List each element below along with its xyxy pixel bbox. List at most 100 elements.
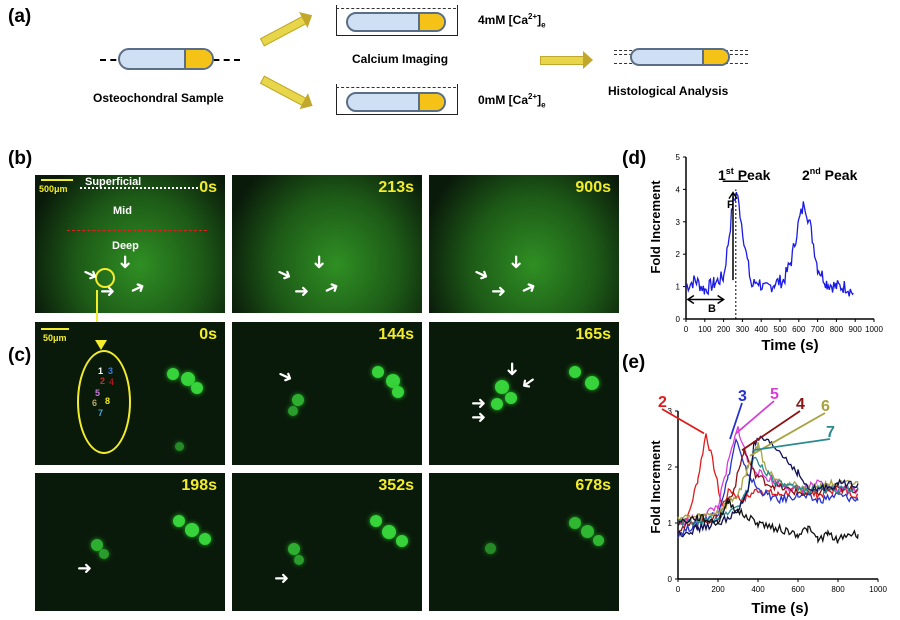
timestamp: 165s [575,326,611,343]
peak1-sup: st [726,166,734,176]
cond-high-sub: e [541,20,546,30]
condition-low-label: 0mM [Ca2+]e [478,92,546,109]
series-pointer-2 [661,408,705,435]
peak1-num: 1 [718,167,726,183]
x-tick-label: 200 [717,325,731,334]
y-tick-label: 0 [676,315,681,324]
cell [593,535,604,546]
cond-low-sub: e [541,100,546,110]
tissue-glow [232,175,422,313]
histological-analysis-label: Histological Analysis [608,84,729,98]
white-arrow: ➜ [309,254,330,270]
micrograph-c-0s: 50μm 1 2 3 4 5 6 7 8 0s [35,322,225,465]
y-tick-label: 2 [676,250,681,259]
cell [386,374,400,388]
condition-high-label: 4mM [Ca2+]e [478,12,546,29]
cell [167,368,179,380]
white-arrow: ➜ [274,363,297,389]
x-tick-label: 400 [751,585,765,594]
series-line [677,497,859,544]
cell [382,525,396,539]
x-tick-label: 0 [676,585,681,594]
cell [495,380,509,394]
cell [294,555,304,565]
cell [175,442,184,451]
B-arrowhead-left [686,294,695,305]
white-arrow: ➜ [77,558,93,578]
cell [392,386,404,398]
y-tick-label: 2 [668,463,673,472]
cell [372,366,384,378]
bath-low-well [336,84,458,115]
white-arrow: ➜ [294,281,310,301]
x-tick-label: 800 [831,585,845,594]
cell-number-7: 7 [98,408,104,418]
series-line [677,435,859,538]
x-tick-label: 200 [711,585,725,594]
cell-number-2: 2 [100,376,106,386]
x-tick-label: 800 [830,325,844,334]
micrograph-c-144s: ➜ 144s [232,322,422,465]
F-arrowhead [728,191,738,200]
peak2-num: 2 [802,167,810,183]
white-arrow: ➜ [506,254,527,270]
mid-deep-boundary [67,230,207,231]
cell-number-1: 1 [98,366,104,376]
bath-high-meniscus [336,8,456,9]
panel-label-b: (b) [8,148,33,169]
white-arrow: ➜ [491,281,507,301]
timestamp: 144s [378,326,414,343]
peak1-tail: Peak [734,167,771,183]
cell [99,549,109,559]
chart-d: 0 100 200 300 400 500 600 700 800 900 1000 0 1 2 3 4 5 T… [648,153,884,354]
cell [91,539,103,551]
chart-d-annotations: 1st Peak 2nd Peak F B [708,166,858,315]
x-tick-label: 400 [755,325,769,334]
cartilage-cap [184,50,212,68]
micrograph-c-165s: ➜ ➜ ➜ ➜ 165s [429,322,619,465]
annotation-F: F [727,199,734,211]
micrograph-c-198s: ➜ 198s [35,473,225,611]
histology-cap [702,50,728,64]
series-label-6: 6 [821,398,830,415]
timestamp: 213s [378,179,414,196]
zoom-ellipse [77,350,131,454]
series-line [685,191,854,297]
cell-number-6: 6 [92,398,98,408]
cell-number-8: 8 [105,396,111,406]
superficial-line [80,187,198,189]
cell [569,366,581,378]
cell [485,543,496,554]
y-tick-label: 1 [668,519,673,528]
zoom-connector [96,290,98,352]
chart-d-plot: 0 100 200 300 400 500 600 700 800 900 1000 0 1 2 3 4 5 [676,153,884,334]
cell [396,535,408,547]
peak2-sup: nd [810,166,821,176]
bath-low-sample [346,92,446,112]
cell [199,533,211,545]
x-tick-label: 1000 [865,325,883,334]
cell [288,543,300,555]
chart-e-ylabel: Fold Increment [648,440,663,534]
series-pointer-4 [741,410,801,451]
series-label-3: 3 [738,388,747,405]
white-arrow: ➜ [274,568,290,588]
annotation-peak2: 2nd Peak [802,166,858,183]
zone-mid: Mid [113,205,132,217]
bath-high-cap [418,14,444,30]
sample-cylinder [118,48,214,70]
chart-d-ylabel: Fold Increment [648,180,663,274]
panel-label-a: (a) [8,6,32,27]
micrograph-b-900s: ➜ ➜ ➜ ➜ 900s [429,175,619,313]
chart-d-xlabel: Time (s) [761,337,818,354]
series-pointer-3 [729,402,743,440]
y-tick-label: 3 [676,218,681,227]
histology-sample [630,48,730,66]
series-pointer-5 [735,400,775,435]
cond-low-text: 0mM [Ca [478,93,529,107]
peak2-tail: Peak [821,167,858,183]
x-tick-label: 100 [698,325,712,334]
zoom-circle [95,268,115,288]
x-tick-label: 600 [791,585,805,594]
